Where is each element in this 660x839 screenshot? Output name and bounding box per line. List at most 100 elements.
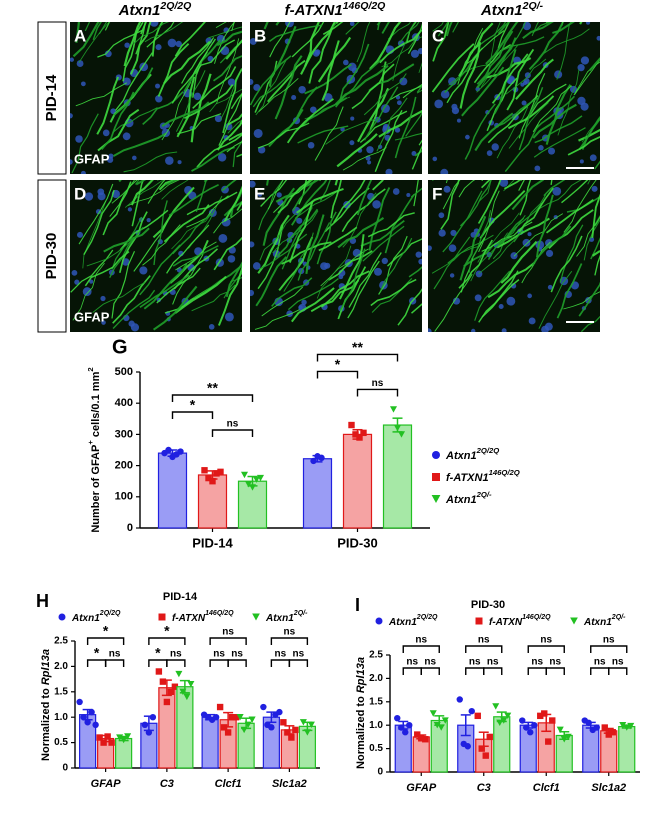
text-part: Atxn1 [445, 450, 477, 462]
data-point [232, 714, 240, 721]
superscript: 2Q/- [476, 490, 492, 499]
data-point [307, 721, 315, 729]
data-point [492, 703, 500, 710]
y-tick-label: 2.5 [54, 636, 68, 647]
gfap-fiber [543, 180, 566, 197]
gfap-fiber [221, 180, 237, 192]
gfap-fiber [485, 22, 519, 65]
nucleus [448, 244, 457, 253]
gfap-fiber [497, 22, 510, 49]
gfap-fiber [513, 194, 547, 243]
superscript: 146Q/2Q [489, 468, 520, 477]
nucleus [443, 185, 451, 193]
nucleus [580, 56, 590, 65]
legend-label: f-ATXN1146Q/2Q [446, 468, 520, 484]
legend-label: Atxn12Q/- [583, 614, 626, 628]
nucleus [276, 192, 282, 198]
data-point [356, 434, 363, 441]
gfap-fiber [321, 40, 340, 101]
gfap-fiber [257, 224, 284, 290]
text-part: Atxn1 [71, 613, 100, 624]
data-point [605, 731, 612, 738]
gfap-fiber [397, 288, 422, 326]
significance-bracket [104, 659, 125, 667]
gfap-fiber [84, 251, 130, 287]
gfap-fiber [411, 303, 422, 314]
y-tick-label: 1.5 [54, 686, 68, 697]
data-point [418, 735, 425, 742]
micrograph [70, 22, 242, 174]
gfap-fiber [130, 180, 154, 206]
gfap-fiber [260, 180, 288, 207]
nucleus [554, 70, 563, 79]
gfap-fiber [402, 83, 422, 99]
gfap-fiber [142, 224, 181, 266]
data-point [585, 719, 592, 727]
gfap-fiber [369, 22, 402, 70]
nucleus [122, 132, 131, 141]
bar [157, 452, 188, 529]
superscript: 2Q/2Q [99, 610, 121, 617]
nucleus [440, 89, 450, 99]
gfap-fiber [254, 309, 300, 330]
significance-label: ns [424, 657, 436, 668]
gfap-fiber [291, 180, 328, 226]
nucleus [165, 156, 174, 165]
y-tick-label: 1.0 [369, 720, 383, 731]
nucleus [286, 310, 293, 317]
nucleus [132, 155, 137, 161]
gfap-fiber [500, 240, 538, 284]
gfap-fiber [161, 101, 210, 127]
gfap-fiber [578, 128, 600, 142]
nucleus [121, 258, 130, 266]
nucleus [89, 279, 94, 284]
gfap-fiber [283, 232, 314, 292]
significance-bracket [356, 388, 399, 397]
row-label: PID-14 [43, 74, 60, 121]
significance-bracket [465, 645, 503, 653]
gfap-fiber [163, 40, 211, 85]
significance-label: ns [275, 649, 287, 660]
gfap-fiber [532, 103, 577, 139]
nucleus [520, 82, 525, 87]
data-point [504, 712, 512, 720]
data-point [389, 406, 398, 413]
data-point [276, 708, 283, 716]
bar [382, 424, 413, 529]
data-point [179, 688, 187, 695]
gfap-fiber [505, 58, 547, 95]
gfap-fiber [287, 277, 339, 311]
data-point [92, 721, 99, 729]
gfap-fiber [286, 98, 334, 144]
nucleus [250, 289, 255, 297]
gfap-fiber [479, 190, 526, 239]
nucleus [367, 160, 372, 165]
significance-bracket [270, 637, 309, 645]
x-tick-label: Clcf1 [215, 778, 242, 790]
gfap-fiber [348, 252, 382, 308]
y-tick-label: 2.5 [369, 650, 383, 661]
nucleus [80, 81, 86, 87]
significance-bracket [171, 394, 254, 402]
panel-letter: E [254, 184, 265, 203]
nucleus [438, 212, 445, 219]
gfap-fiber [104, 22, 111, 31]
nucleus [545, 249, 554, 257]
nucleus [80, 170, 86, 174]
nucleus [221, 217, 231, 227]
gfap-fiber [278, 236, 314, 292]
gfap-fiber [376, 97, 408, 152]
significance-bracket [420, 667, 440, 675]
nucleus [522, 238, 531, 247]
data-point [623, 724, 631, 731]
nucleus [82, 287, 92, 296]
significance-label: ns [109, 649, 121, 660]
superscript: + [86, 440, 95, 445]
panel-letter: A [74, 26, 86, 45]
gfap-fiber [225, 39, 242, 60]
gfap-fiber [217, 264, 242, 326]
text-part: cells/0.1 mm [90, 371, 102, 440]
gfap-fiber [97, 29, 143, 58]
nucleus [71, 269, 78, 276]
data-point [108, 739, 115, 746]
